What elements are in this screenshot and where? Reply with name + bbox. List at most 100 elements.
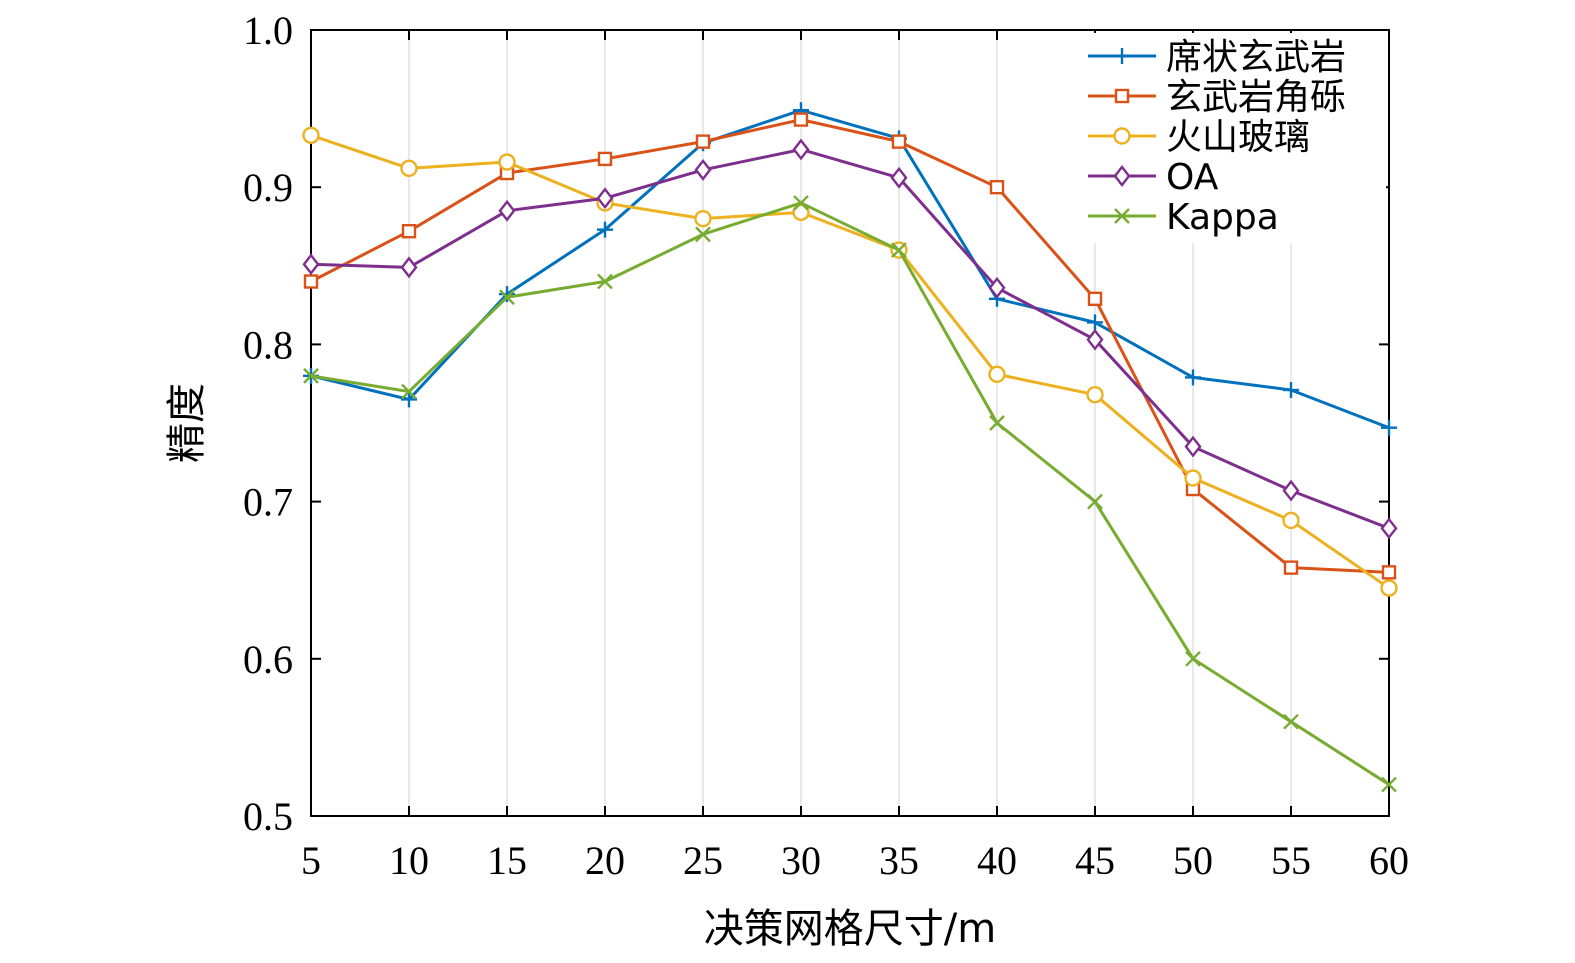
square-marker xyxy=(989,179,1005,195)
data-point xyxy=(793,112,809,127)
x-tick-label: 45 xyxy=(1075,838,1115,883)
x-marker-b xyxy=(891,242,907,258)
x-marker xyxy=(401,383,417,400)
diamond-marker xyxy=(988,276,1006,299)
data-point xyxy=(400,159,418,178)
square-marker xyxy=(793,112,809,127)
legend-label: OA xyxy=(1166,157,1219,198)
diamond-marker xyxy=(1380,517,1398,540)
square-marker xyxy=(891,134,907,149)
circle-marker xyxy=(302,126,320,145)
x-marker xyxy=(499,289,515,306)
data-point xyxy=(695,134,711,149)
legend-entry: Kappa xyxy=(1088,197,1279,238)
circle-marker xyxy=(400,159,418,178)
legend-label: 火山玻璃 xyxy=(1166,117,1310,158)
data-point xyxy=(401,224,417,239)
data-point xyxy=(1282,479,1300,502)
x-tick-label: 20 xyxy=(585,838,625,883)
circle-marker xyxy=(1086,386,1104,404)
data-point xyxy=(891,242,907,258)
plus-marker xyxy=(1087,314,1103,331)
data-point xyxy=(989,179,1005,195)
data-point xyxy=(597,221,613,238)
data-point xyxy=(401,391,417,408)
diamond-marker xyxy=(1113,165,1131,187)
x-marker-b xyxy=(989,415,1005,431)
data-point xyxy=(890,166,908,189)
data-point xyxy=(499,286,515,303)
y-axis-label: 精度 xyxy=(164,383,210,463)
circle-marker xyxy=(988,365,1006,383)
x-marker xyxy=(1283,713,1299,730)
data-point xyxy=(694,158,712,181)
plus-marker xyxy=(1283,381,1299,398)
x-marker xyxy=(891,242,907,258)
x-tick-label: 25 xyxy=(683,838,723,883)
x-marker-b xyxy=(401,383,417,400)
square-marker xyxy=(1114,88,1130,104)
square-marker xyxy=(1087,291,1103,307)
data-point xyxy=(1185,650,1201,667)
data-point xyxy=(988,365,1006,383)
series-3 xyxy=(302,138,1398,540)
data-point xyxy=(498,199,516,222)
y-tick-label: 0.5 xyxy=(243,794,293,839)
plus-marker xyxy=(597,221,613,238)
data-point xyxy=(303,367,319,384)
plus-marker xyxy=(401,391,417,408)
x-marker xyxy=(1114,208,1130,224)
data-point xyxy=(989,415,1005,431)
data-point xyxy=(1381,776,1397,793)
x-marker-b xyxy=(499,289,515,306)
data-point xyxy=(1283,381,1299,398)
plus-marker xyxy=(1185,369,1201,386)
x-marker-b xyxy=(695,226,711,243)
circle-marker xyxy=(792,203,810,222)
y-tick-label: 0.9 xyxy=(243,165,293,210)
data-point xyxy=(1380,579,1398,597)
diamond-marker xyxy=(498,199,516,222)
data-point xyxy=(400,256,418,279)
square-marker xyxy=(1283,560,1299,575)
legend-label: 玄武岩角砾 xyxy=(1166,77,1346,118)
x-tick-label: 50 xyxy=(1173,838,1213,883)
x-tick-label: 15 xyxy=(487,838,527,883)
data-point xyxy=(1283,560,1299,575)
data-point xyxy=(695,226,711,243)
legend-entry: 玄武岩角砾 xyxy=(1088,77,1346,118)
data-point xyxy=(1381,565,1397,580)
x-tick-label: 30 xyxy=(781,838,821,883)
data-point xyxy=(499,289,515,306)
x-marker xyxy=(597,273,613,290)
x-marker xyxy=(793,195,809,211)
x-tick-label: 60 xyxy=(1369,838,1409,883)
data-point xyxy=(1282,511,1300,530)
series-line xyxy=(310,133,1390,590)
legend-entry: 席状玄武岩 xyxy=(1088,37,1346,78)
circle-marker xyxy=(1380,579,1398,597)
data-point xyxy=(597,273,613,290)
legend-label: 席状玄武岩 xyxy=(1166,37,1346,78)
data-point xyxy=(1086,386,1104,404)
diamond-marker xyxy=(792,138,810,161)
x-marker xyxy=(1381,776,1397,793)
x-marker xyxy=(303,367,319,384)
series-line xyxy=(310,201,1390,786)
data-point xyxy=(792,203,810,222)
data-point xyxy=(1380,517,1398,540)
diamond-marker xyxy=(694,158,712,181)
data-point xyxy=(1185,369,1201,386)
circle-marker xyxy=(694,209,712,228)
x-tick-label: 40 xyxy=(977,838,1017,883)
data-point xyxy=(401,383,417,400)
data-point xyxy=(302,253,320,276)
diamond-marker xyxy=(596,187,614,210)
data-point xyxy=(793,195,809,211)
x-tick-label: 5 xyxy=(301,838,321,883)
x-marker xyxy=(1087,493,1103,510)
circle-marker xyxy=(1184,469,1202,487)
x-marker-b xyxy=(1381,776,1397,793)
